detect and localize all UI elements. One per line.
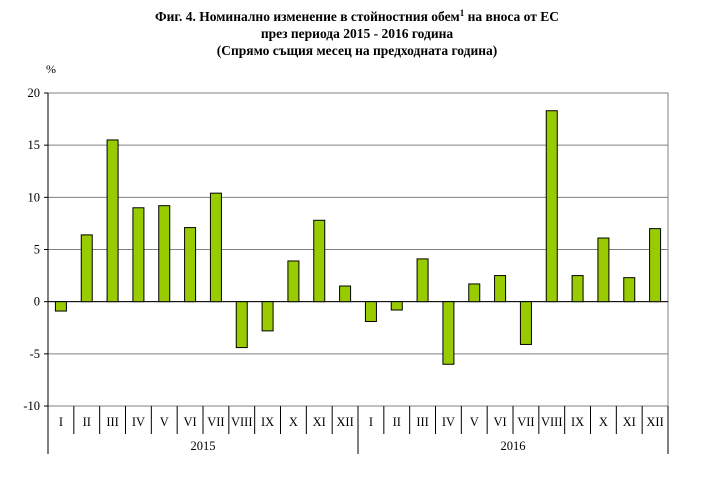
y-tick-label: 20 — [28, 86, 41, 100]
chart-title: Фиг. 4. Номинално изменение в стойностни… — [0, 8, 714, 59]
x-tick-label: VIII — [231, 415, 253, 429]
y-tick-label: -5 — [30, 347, 40, 361]
x-tick-label: III — [416, 415, 429, 429]
bar — [158, 205, 171, 303]
bar — [339, 285, 352, 303]
x-tick-label: IV — [132, 415, 145, 429]
bar — [106, 139, 119, 303]
title-line-1: Фиг. 4. Номинално изменение в стойностни… — [0, 8, 714, 25]
bar — [261, 301, 274, 332]
x-tick-label: IX — [571, 415, 584, 429]
title-line-2: през периода 2015 - 2016 година — [260, 26, 454, 41]
x-tick-label: XII — [646, 415, 663, 429]
x-tick-label: V — [470, 415, 479, 429]
bar — [313, 219, 326, 303]
bar — [287, 260, 300, 303]
bar — [54, 301, 67, 312]
x-tick-label: VI — [493, 415, 506, 429]
y-tick-label: 10 — [28, 190, 41, 204]
x-tick-label: XI — [313, 415, 326, 429]
x-tick-label: XII — [336, 415, 353, 429]
x-tick-label: VII — [517, 415, 534, 429]
y-tick-label: -10 — [23, 399, 40, 413]
x-tick-label: VI — [183, 415, 196, 429]
x-tick-label: IX — [261, 415, 274, 429]
bar — [494, 275, 507, 303]
bar — [519, 301, 532, 345]
x-tick-label: VII — [207, 415, 224, 429]
x-tick-label: VIII — [541, 415, 563, 429]
bar — [597, 237, 610, 303]
x-group-label: 2015 — [191, 439, 216, 453]
x-tick-label: V — [160, 415, 169, 429]
x-tick-label: I — [59, 415, 63, 429]
bar — [649, 228, 662, 303]
x-tick-label: X — [599, 415, 608, 429]
bar — [571, 275, 584, 303]
bar — [364, 301, 377, 322]
title-footnote-mark: 1 — [459, 8, 465, 18]
bar — [80, 234, 93, 303]
y-tick-label: 15 — [28, 138, 41, 152]
y-tick-label: 5 — [34, 243, 40, 257]
title-line-3: (Спрямо същия месец на предходната годин… — [216, 43, 498, 58]
bar — [209, 192, 222, 303]
bar — [235, 301, 248, 349]
y-axis-unit-label: % — [46, 62, 56, 76]
x-tick-label: IV — [442, 415, 455, 429]
x-group-label: 2016 — [501, 439, 526, 453]
x-tick-label: I — [369, 415, 373, 429]
y-tick-label: 0 — [34, 295, 40, 309]
bar — [442, 301, 455, 365]
x-tick-label: III — [106, 415, 119, 429]
bar — [390, 301, 403, 311]
title-line-1-main: Фиг. 4. Номинално изменение в стойностни… — [155, 9, 460, 24]
bar — [545, 110, 558, 303]
bar — [416, 258, 429, 303]
x-tick-label: X — [289, 415, 298, 429]
x-tick-label: II — [393, 415, 401, 429]
bar — [184, 227, 197, 303]
x-tick-label: II — [83, 415, 91, 429]
x-tick-label: XI — [623, 415, 636, 429]
bar — [468, 283, 481, 303]
bar — [132, 207, 145, 303]
title-line-1-end: на вноса от ЕС — [464, 9, 559, 24]
bar — [623, 277, 636, 303]
